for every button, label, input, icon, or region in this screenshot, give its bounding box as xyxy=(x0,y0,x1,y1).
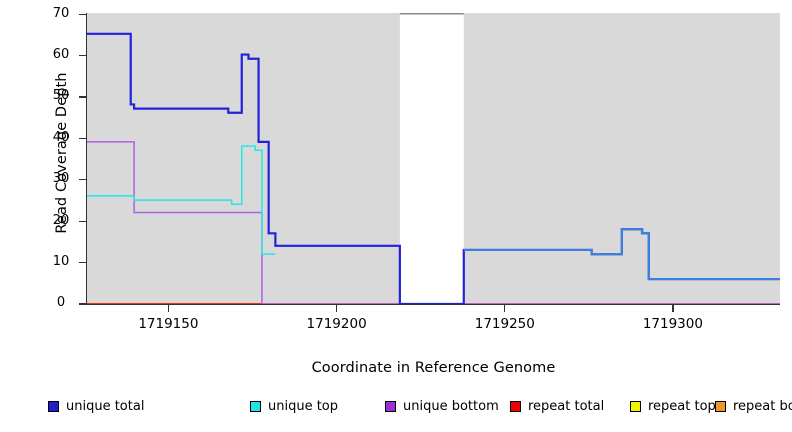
y-tick-40 xyxy=(79,137,87,140)
legend-swatch-icon xyxy=(510,400,521,412)
y-axis-line xyxy=(86,13,88,304)
legend-label: unique total xyxy=(66,398,145,414)
y-tick-70 xyxy=(79,13,87,15)
series-line-unique-top xyxy=(87,145,276,255)
legend-item-repeat-total[interactable]: repeat total xyxy=(510,396,604,416)
y-tick-label-60: 60 xyxy=(52,46,70,62)
legend-item-unique-total[interactable]: unique total xyxy=(48,396,144,416)
y-tick-60 xyxy=(79,54,87,57)
legend-label: unique bottom xyxy=(403,398,499,414)
y-tick-20 xyxy=(79,220,87,222)
y-tick-label-30: 30 xyxy=(52,171,70,187)
legend-item-unique-bottom[interactable]: unique bottom xyxy=(385,396,499,416)
legend-item-repeat-top[interactable]: repeat top xyxy=(630,396,716,416)
y-tick-label-10: 10 xyxy=(52,254,70,269)
legend-label: unique top xyxy=(268,398,339,414)
legend-item-unique-top[interactable]: unique top xyxy=(250,396,338,416)
y-tick-label-20: 20 xyxy=(52,212,70,228)
x-axis-line xyxy=(86,303,780,305)
y-tick-label-0: 0 xyxy=(56,295,66,311)
legend-swatch-icon xyxy=(385,400,396,412)
x-tick-label-1719200: 1719200 xyxy=(306,316,367,332)
chart-legend: unique total unique top unique bottom repea… xyxy=(0,396,792,420)
x-tick-label-1719150: 1719150 xyxy=(138,316,199,332)
y-tick-50 xyxy=(79,96,87,98)
y-tick-label-70: 70 xyxy=(52,5,70,21)
coverage-series-svg xyxy=(87,13,780,304)
y-tick-label-50: 50 xyxy=(52,88,70,104)
coverage-gap-region xyxy=(399,13,464,304)
series-line-unique-bottom xyxy=(87,141,780,304)
legend-item-repeat-bottom[interactable]: repeat bottom xyxy=(715,396,792,416)
y-tick-label-40: 40 xyxy=(52,129,70,145)
legend-label: repeat bottom xyxy=(733,398,792,414)
x-tick-label-1719300: 1719300 xyxy=(642,316,703,332)
legend-swatch-icon xyxy=(250,400,261,412)
plot-area xyxy=(87,13,780,304)
x-tick-1719300 xyxy=(672,304,674,312)
x-tick-1719200 xyxy=(335,304,338,312)
x-tick-1719250 xyxy=(504,304,506,312)
y-tick-10 xyxy=(79,262,87,264)
legend-label: repeat total xyxy=(528,398,605,414)
y-tick-0 xyxy=(79,303,87,305)
series-line-unique-total-right xyxy=(463,228,780,281)
x-tick-label-1719250: 1719250 xyxy=(474,316,535,332)
gap-top-cap xyxy=(399,13,464,15)
x-tick-1719150 xyxy=(167,304,170,312)
legend-swatch-icon xyxy=(630,400,641,412)
legend-swatch-icon xyxy=(715,400,726,412)
legend-label: repeat top xyxy=(648,398,716,414)
x-axis-title: Coordinate in Reference Genome xyxy=(311,360,556,376)
legend-swatch-icon xyxy=(48,400,59,412)
y-tick-30 xyxy=(79,179,87,181)
